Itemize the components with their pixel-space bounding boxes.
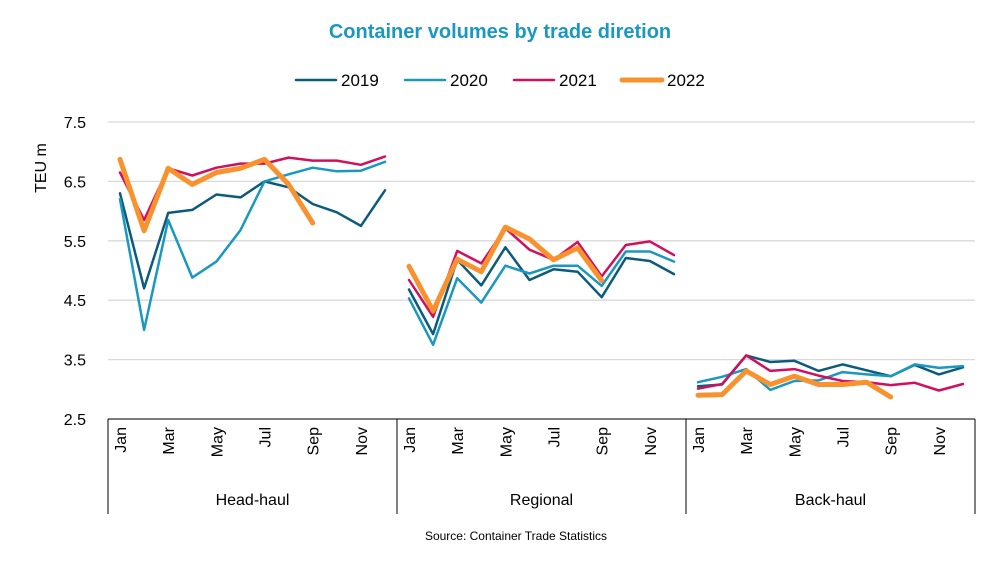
series-2022-back-haul <box>695 368 894 400</box>
x-tick-label: May <box>209 427 226 457</box>
x-tick-label: Nov <box>354 427 371 455</box>
x-tick-label: Mar <box>450 426 467 454</box>
x-tick-label: May <box>498 427 515 457</box>
x-tick-label: May <box>787 427 804 457</box>
y-tick-label: 6.5 <box>64 174 86 191</box>
y-tick-label: 7.5 <box>64 115 86 132</box>
y-tick-label: 4.5 <box>64 293 86 310</box>
group-label: Regional <box>510 492 573 509</box>
series-2020-regional <box>407 250 676 347</box>
x-tick-label: Jan <box>402 427 419 453</box>
x-tick-label: Mar <box>739 426 756 454</box>
x-tick-label: Mar <box>161 426 178 454</box>
legend-label: 2021 <box>559 71 597 90</box>
y-tick-label: 2.5 <box>64 412 86 429</box>
series-2020-head-haul <box>118 160 387 332</box>
x-tick-label: Jul <box>547 427 564 447</box>
x-tick-label: Jul <box>836 427 853 447</box>
series-2019-head-haul <box>118 180 387 290</box>
x-tick-label: Jan <box>691 427 708 453</box>
y-axis-ticks: 2.5 3.5 4.5 5.5 6.5 7.5 <box>64 115 86 429</box>
series-2021-regional <box>407 227 676 319</box>
group-label: Head-haul <box>216 492 290 509</box>
y-axis-label: TEU m <box>33 143 50 193</box>
source-note: Source: Container Trade Statistics <box>425 529 607 543</box>
series-2019-regional <box>407 246 676 336</box>
x-tick-label: Nov <box>932 427 949 455</box>
series-2020-back-haul <box>696 363 965 392</box>
x-tick-label: Jul <box>258 427 275 447</box>
series-lines <box>117 155 965 400</box>
x-tick-label: Sep <box>306 427 323 456</box>
legend: 2019 2020 2021 2022 <box>294 71 705 90</box>
y-tick-label: 3.5 <box>64 353 86 370</box>
x-tick-label: Nov <box>643 427 660 455</box>
x-tick-label: Jan <box>113 427 130 453</box>
x-tick-label: Sep <box>884 427 901 456</box>
series-2022-head-haul <box>117 156 316 234</box>
x-axis: Jan Mar May Jul Sep Nov Head-haul Jan Mar May Jul S… <box>107 418 976 514</box>
legend-label: 2020 <box>450 71 488 90</box>
series-2021-back-haul <box>696 354 965 392</box>
group-label: Back-haul <box>795 492 866 509</box>
chart-title: Container volumes by trade diretion <box>329 21 671 43</box>
legend-label: 2019 <box>341 71 379 90</box>
y-tick-label: 5.5 <box>64 234 86 251</box>
x-tick-label: Sep <box>595 427 612 456</box>
legend-label: 2022 <box>667 71 705 90</box>
series-2022-regional <box>406 224 605 314</box>
